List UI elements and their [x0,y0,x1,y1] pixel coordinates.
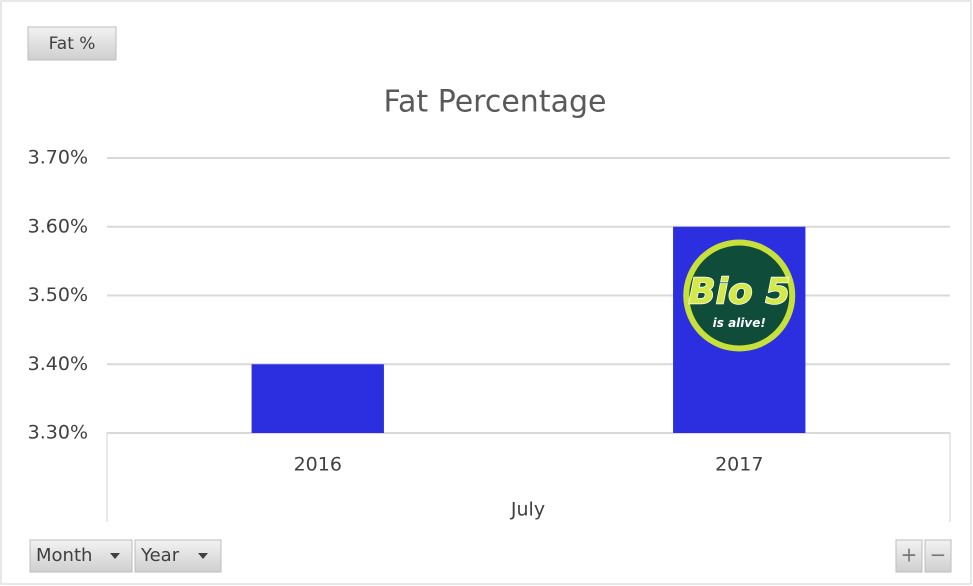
year-button[interactable] [134,539,222,573]
bar [251,364,384,433]
y-tick-label: 3.70% [28,147,88,169]
logo: Bio 5 is alive! [683,239,796,352]
collapse-button[interactable] [924,539,952,573]
expand-label[interactable]: + [901,543,918,567]
y-tick-label: 3.30% [28,422,88,444]
x-tick-label: 2017 [715,454,763,476]
month-button-label[interactable]: Month [36,545,92,566]
dropdown-arrow[interactable] [110,553,120,559]
collapse-label[interactable]: − [930,543,947,567]
y-tick-label: 3.60% [28,215,88,237]
dropdown-arrow[interactable] [198,553,208,559]
field-button[interactable] [27,26,117,61]
group-label: July [510,499,545,521]
field-button-label[interactable]: Fat % [49,34,96,54]
expand-button[interactable] [895,539,923,573]
logo-tagline: is alive! [713,316,766,330]
year-button-label[interactable]: Year [140,545,180,566]
y-tick-label: 3.40% [28,353,88,375]
y-tick-label: 3.50% [28,284,88,306]
x-tick-label: 2016 [294,454,342,476]
logo-disc [689,245,790,346]
logo-title: Bio 5 [688,272,790,313]
chart-title: Fat Percentage [384,85,607,120]
